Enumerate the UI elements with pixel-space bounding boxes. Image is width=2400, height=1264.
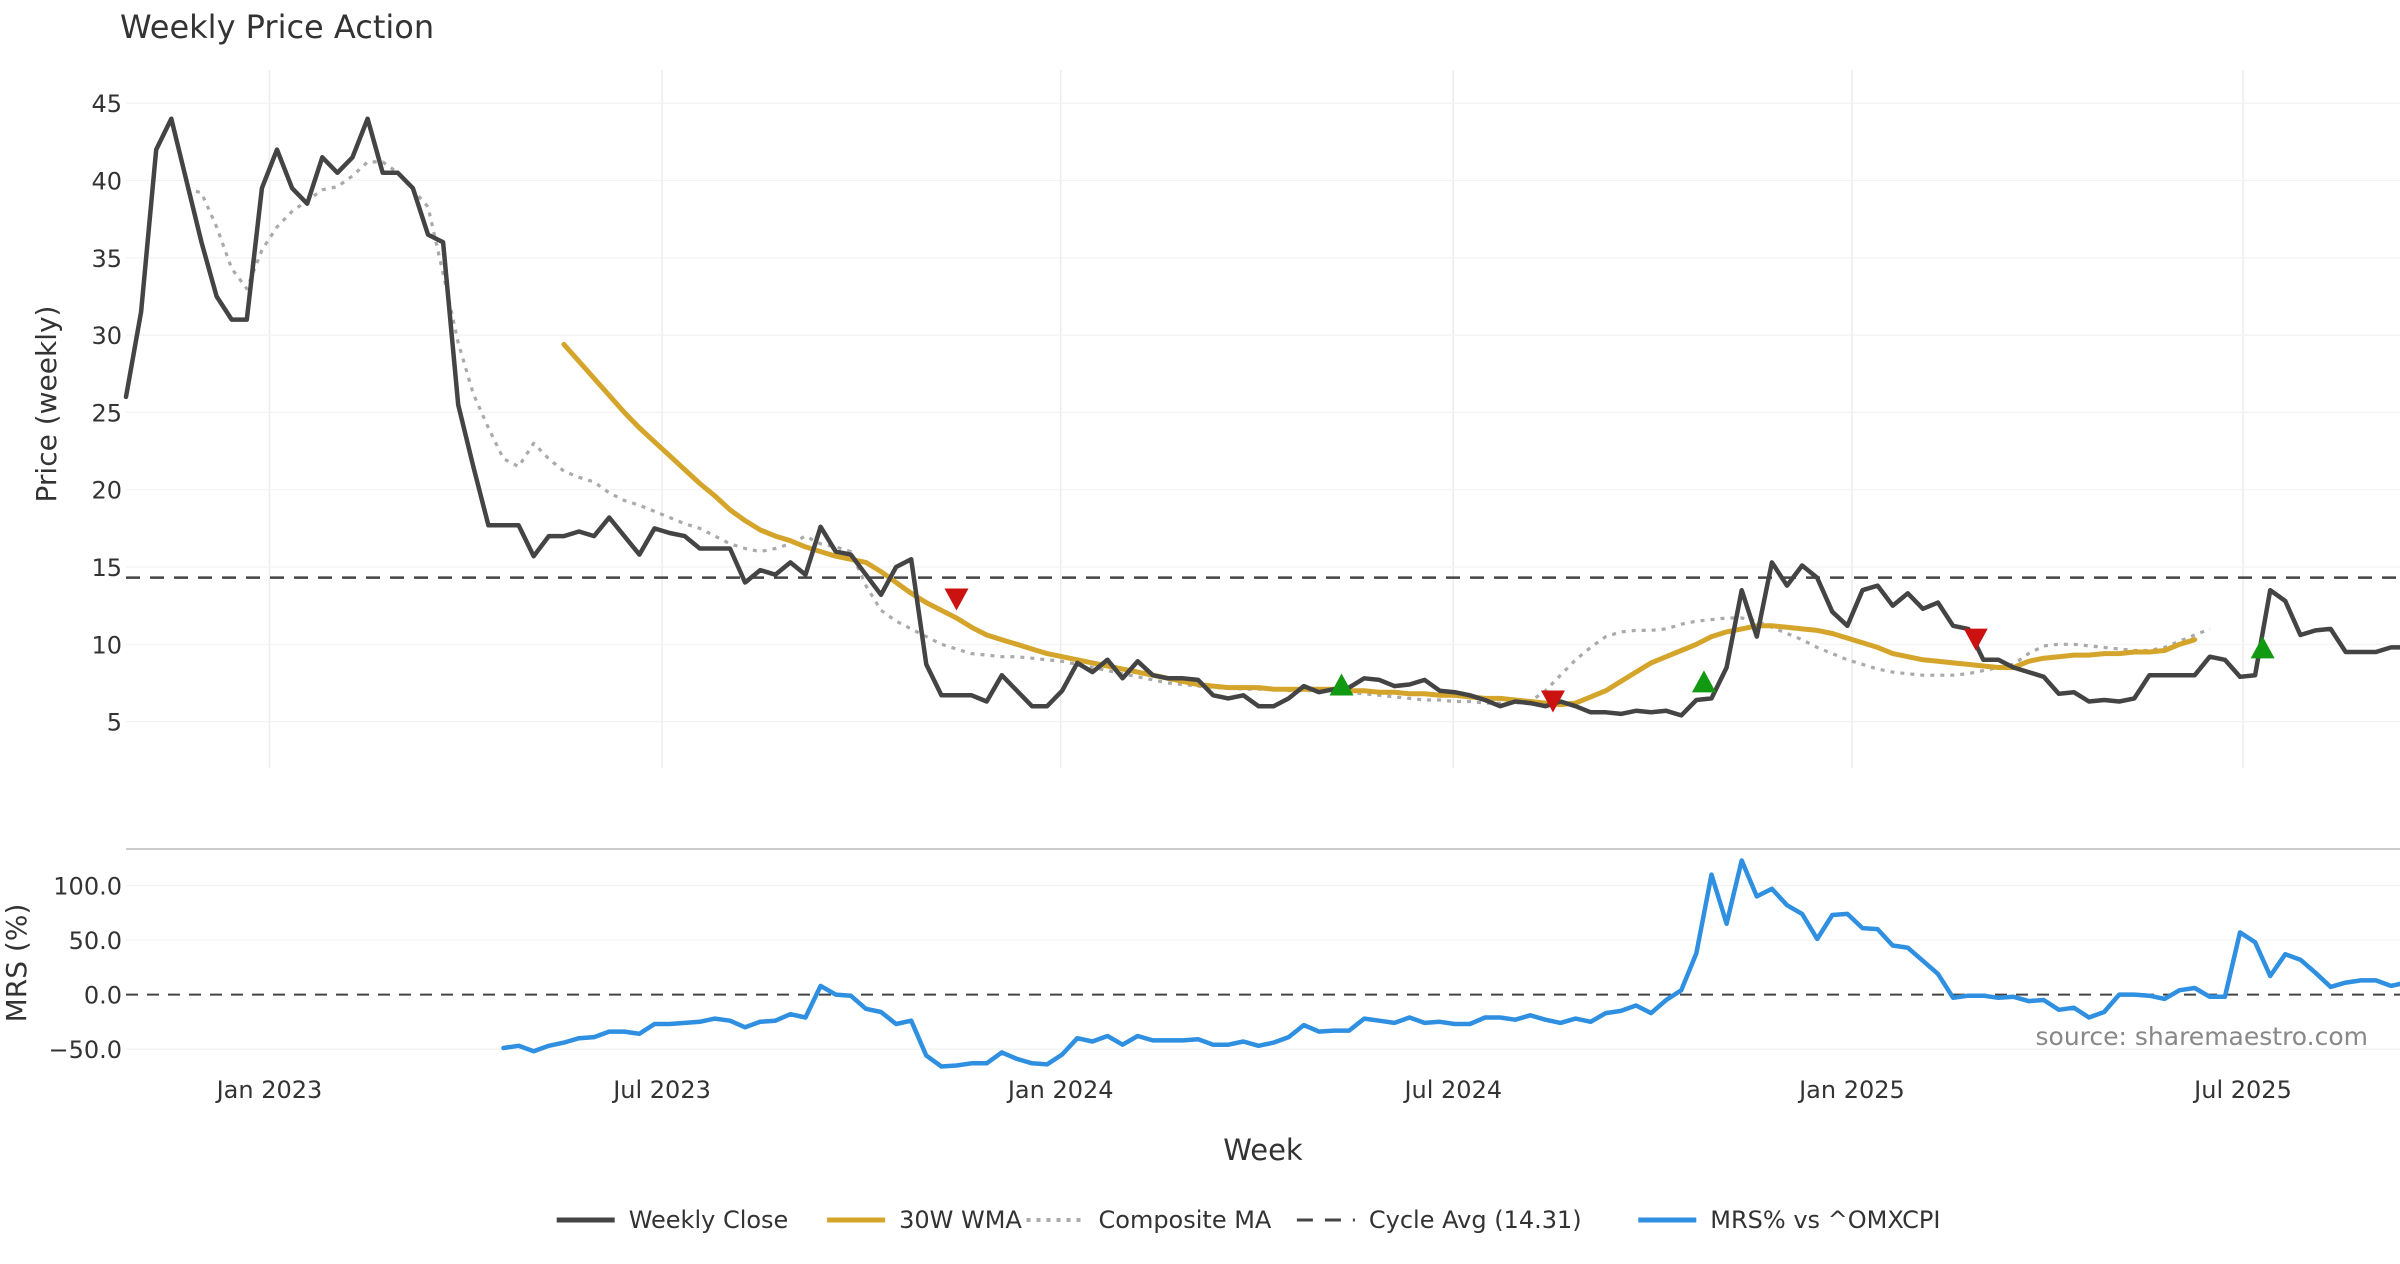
legend-label: MRS% vs ^OMXCPI (1710, 1206, 1940, 1234)
price-y-tick-label: 20 (91, 477, 122, 505)
price-y-tick-label: 40 (91, 167, 122, 195)
chart-title: Weekly Price Action (120, 8, 434, 46)
price-y-axis-label: Price (weekly) (30, 306, 63, 503)
price-y-tick-label: 30 (91, 322, 122, 350)
x-tick-label: Jan 2025 (1797, 1076, 1905, 1104)
x-tick-label: Jul 2024 (1402, 1076, 1502, 1104)
mrs-y-tick-label: 100.0 (53, 873, 122, 901)
legend-label: Cycle Avg (14.31) (1369, 1206, 1582, 1234)
price-y-tick-label: 10 (91, 631, 122, 659)
legend-label: Weekly Close (629, 1206, 789, 1234)
mrs-y-axis-label: MRS (%) (0, 904, 33, 1023)
x-tick-label: Jul 2025 (2192, 1076, 2292, 1104)
legend-label: 30W WMA (899, 1206, 1022, 1234)
mrs-y-tick-label: 0.0 (84, 982, 122, 1010)
legend-label: Composite MA (1099, 1206, 1272, 1234)
mrs-y-tick-label: −50.0 (48, 1036, 122, 1064)
price-y-tick-label: 15 (91, 554, 122, 582)
x-tick-label: Jul 2023 (611, 1076, 711, 1104)
price-y-tick-label: 25 (91, 399, 122, 427)
chart-legend: Weekly Close 30W WMA Composite MA Cycle Avg… (557, 1206, 1941, 1234)
x-tick-label: Jan 2024 (1006, 1076, 1114, 1104)
mrs-y-tick-label: 50.0 (69, 927, 122, 955)
x-tick-label: Jan 2023 (215, 1076, 323, 1104)
price-y-tick-label: 45 (91, 90, 122, 118)
price-y-tick-label: 35 (91, 245, 122, 273)
price-y-tick-label: 5 (107, 709, 122, 737)
source-note: source: sharemaestro.com (2036, 1022, 2369, 1051)
price-y-tick-labels: 5 10 15 20 25 30 35 40 45 (91, 90, 122, 736)
x-axis-label: Week (1223, 1133, 1303, 1167)
